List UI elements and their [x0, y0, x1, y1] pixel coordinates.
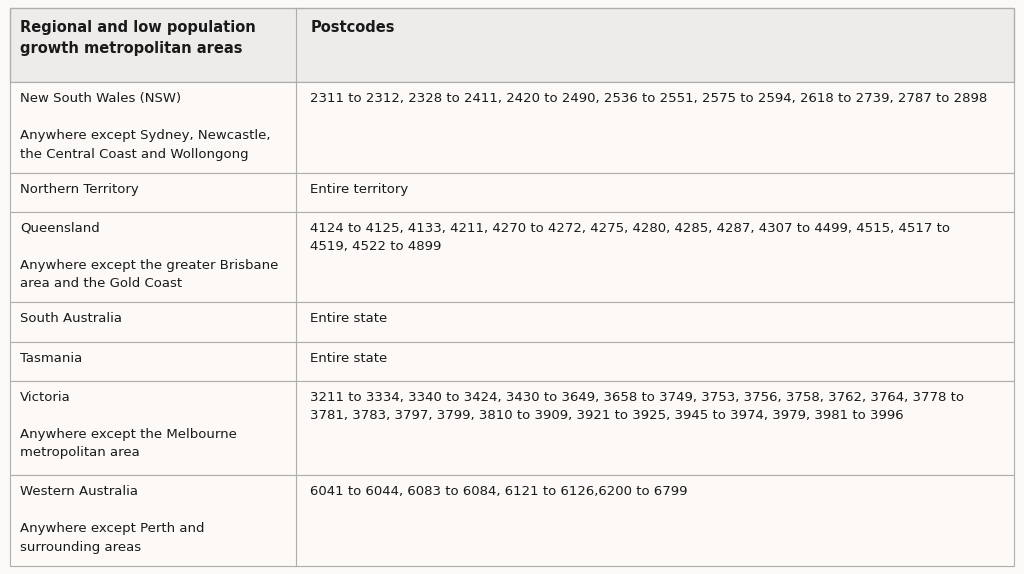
Text: Entire state: Entire state: [310, 351, 387, 364]
Text: Queensland

Anywhere except the greater Brisbane
area and the Gold Coast: Queensland Anywhere except the greater B…: [20, 222, 279, 290]
Bar: [10, 342, 1014, 381]
Text: Postcodes: Postcodes: [310, 20, 394, 35]
Bar: [10, 173, 1014, 212]
Bar: [10, 302, 1014, 342]
Text: Regional and low population
growth metropolitan areas: Regional and low population growth metro…: [20, 20, 256, 56]
Text: 3211 to 3334, 3340 to 3424, 3430 to 3649, 3658 to 3749, 3753, 3756, 3758, 3762, : 3211 to 3334, 3340 to 3424, 3430 to 3649…: [310, 391, 965, 422]
Bar: [10, 8, 1014, 82]
Text: Tasmania: Tasmania: [20, 351, 82, 364]
Text: Northern Territory: Northern Territory: [20, 183, 138, 196]
Bar: [10, 212, 1014, 302]
Text: Victoria

Anywhere except the Melbourne
metropolitan area: Victoria Anywhere except the Melbourne m…: [20, 391, 237, 459]
Text: Entire territory: Entire territory: [310, 183, 409, 196]
Text: Entire state: Entire state: [310, 312, 387, 325]
Bar: [10, 475, 1014, 566]
Bar: [10, 82, 1014, 173]
Text: New South Wales (NSW)

Anywhere except Sydney, Newcastle,
the Central Coast and : New South Wales (NSW) Anywhere except Sy…: [20, 92, 270, 161]
Text: Western Australia

Anywhere except Perth and
surrounding areas: Western Australia Anywhere except Perth …: [20, 486, 205, 554]
Text: South Australia: South Australia: [20, 312, 122, 325]
Text: 4124 to 4125, 4133, 4211, 4270 to 4272, 4275, 4280, 4285, 4287, 4307 to 4499, 45: 4124 to 4125, 4133, 4211, 4270 to 4272, …: [310, 222, 950, 253]
Text: 6041 to 6044, 6083 to 6084, 6121 to 6126,6200 to 6799: 6041 to 6044, 6083 to 6084, 6121 to 6126…: [310, 486, 688, 498]
Text: 2311 to 2312, 2328 to 2411, 2420 to 2490, 2536 to 2551, 2575 to 2594, 2618 to 27: 2311 to 2312, 2328 to 2411, 2420 to 2490…: [310, 92, 987, 105]
Bar: [10, 381, 1014, 475]
